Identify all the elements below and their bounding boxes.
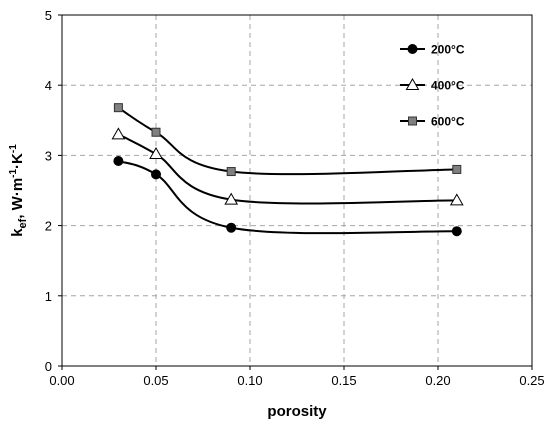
x-tick-label: 0.15	[331, 373, 356, 388]
series-line	[118, 160, 457, 235]
legend-marker	[408, 116, 417, 126]
legend-item-2: 600°C	[400, 115, 465, 129]
data-point	[226, 167, 236, 177]
data-point	[113, 103, 123, 113]
x-tick-label: 0.25	[519, 373, 544, 388]
y-axis-title-mid: ·K	[9, 153, 26, 169]
x-tick-label: 0.05	[143, 373, 168, 388]
y-tick-label: 0	[45, 359, 52, 374]
data-point	[111, 127, 126, 140]
data-point	[149, 146, 163, 159]
y-axis-title-sup2: -1	[8, 144, 19, 153]
y-axis-title-sub: ef	[17, 218, 29, 228]
plot-frame	[61, 14, 533, 367]
data-point	[113, 156, 124, 167]
series-1	[111, 127, 464, 206]
series-layer	[111, 103, 464, 237]
y-tick-labels: 0 1 2 3 4 5	[45, 8, 52, 374]
legend-label: 600°C	[431, 115, 465, 129]
legend-item-0: 200°C	[400, 43, 465, 57]
x-tick-label: 0.00	[49, 373, 74, 388]
y-tick-label: 3	[45, 148, 52, 163]
series-line	[117, 133, 457, 205]
legend-marker	[405, 77, 420, 90]
x-tick-label: 0.10	[237, 373, 262, 388]
data-point	[449, 193, 464, 206]
legend: 200°C 400°C 600°C	[400, 43, 465, 129]
y-tick-label: 5	[45, 8, 52, 23]
data-point	[452, 164, 462, 174]
x-tick-label: 0.20	[425, 373, 450, 388]
data-point	[226, 222, 237, 233]
series-0	[113, 156, 462, 237]
x-axis-title: porosity	[267, 403, 327, 420]
y-axis-title-tail: , W·m	[9, 178, 26, 219]
series-2	[113, 103, 462, 177]
data-point	[451, 226, 462, 237]
y-tick-label: 4	[45, 78, 52, 93]
series-line	[117, 106, 457, 176]
y-tick-label: 2	[45, 219, 52, 234]
grid	[58, 14, 533, 370]
legend-item-1: 400°C	[400, 77, 465, 93]
y-axis-title-sup1: -1	[8, 169, 19, 178]
x-tick-labels: 0.00 0.05 0.10 0.15 0.20 0.25	[49, 373, 544, 388]
legend-marker	[407, 44, 418, 54]
y-axis-title-main: k	[9, 228, 26, 237]
legend-label: 200°C	[431, 43, 465, 57]
data-point	[151, 169, 161, 180]
data-point	[151, 127, 161, 137]
legend-label: 400°C	[431, 79, 465, 93]
data-point	[224, 192, 239, 205]
y-axis-title: kef, W·m-1·K-1	[8, 144, 29, 237]
y-tick-label: 1	[45, 289, 52, 304]
